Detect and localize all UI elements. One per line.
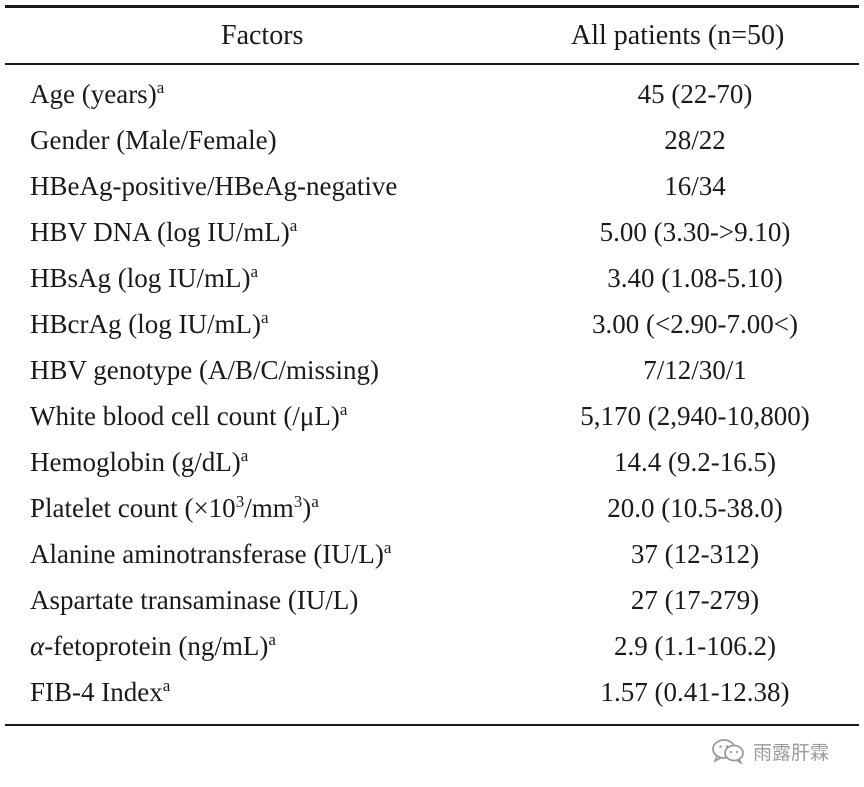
- value-cell: 5,170 (2,940-10,800): [580, 401, 810, 431]
- wechat-icon: [711, 738, 745, 764]
- value-cell: 7/12/30/1: [643, 355, 747, 385]
- value-cell: 3.40 (1.08-5.10): [607, 263, 783, 293]
- factor-cell: HBcrAg (log IU/mL)a: [30, 308, 269, 339]
- table-header-rule: [5, 63, 859, 65]
- header-factors: Factors: [221, 20, 304, 51]
- factor-cell: FIB-4 Indexa: [30, 676, 171, 707]
- value-cell: 20.0 (10.5-38.0): [607, 493, 783, 523]
- table-bottom-rule: [5, 724, 859, 726]
- table-row: Alanine aminotransferase (IU/L)a 37 (12-…: [0, 531, 864, 577]
- table-row: α-fetoprotein (ng/mL)a 2.9 (1.1-106.2): [0, 623, 864, 669]
- table-row: HBcrAg (log IU/mL)a 3.00 (<2.90-7.00<): [0, 301, 864, 347]
- factor-cell: Alanine aminotransferase (IU/L)a: [30, 538, 392, 569]
- value-cell: 5.00 (3.30->9.10): [599, 217, 791, 247]
- factor-cell: White blood cell count (/μL)a: [30, 400, 348, 431]
- factor-cell: Aspartate transaminase (IU/L): [30, 585, 359, 615]
- factor-cell: Platelet count (×103/mm3)a: [30, 492, 319, 523]
- factor-cell: HBeAg-positive/HBeAg-negative: [30, 171, 398, 201]
- table-row: Age (years)a 45 (22-70): [0, 71, 864, 117]
- watermark-text: 雨露肝霖: [753, 741, 830, 764]
- header-all-patients: All patients (n=50): [571, 20, 785, 51]
- value-cell: 3.00 (<2.90-7.00<): [592, 309, 798, 339]
- value-cell: 1.57 (0.41-12.38): [600, 677, 790, 707]
- table-row: HBeAg-positive/HBeAg-negative 16/34: [0, 163, 864, 209]
- value-cell: 16/34: [664, 171, 726, 201]
- value-cell: 45 (22-70): [637, 79, 753, 109]
- table-row: Platelet count (×103/mm3)a 20.0 (10.5-38…: [0, 485, 864, 531]
- table-row: FIB-4 Indexa 1.57 (0.41-12.38): [0, 669, 864, 715]
- table-row: HBsAg (log IU/mL)a 3.40 (1.08-5.10): [0, 255, 864, 301]
- factor-cell: HBsAg (log IU/mL)a: [30, 262, 259, 293]
- table-row: Aspartate transaminase (IU/L) 27 (17-279…: [0, 577, 864, 623]
- value-cell: 14.4 (9.2-16.5): [614, 447, 776, 477]
- table-row: HBV DNA (log IU/mL)a 5.00 (3.30->9.10): [0, 209, 864, 255]
- value-cell: 37 (12-312): [630, 539, 760, 569]
- table-row: White blood cell count (/μL)a 5,170 (2,9…: [0, 393, 864, 439]
- table-row: HBV genotype (A/B/C/missing) 7/12/30/1: [0, 347, 864, 393]
- factor-cell: HBV DNA (log IU/mL)a: [30, 216, 298, 247]
- table-row: Hemoglobin (g/dL)a 14.4 (9.2-16.5): [0, 439, 864, 485]
- value-cell: 27 (17-279): [630, 585, 760, 615]
- watermark: 雨露肝霖: [711, 733, 829, 769]
- factor-cell: α-fetoprotein (ng/mL)a: [30, 630, 276, 661]
- factor-cell: Gender (Male/Female): [30, 125, 277, 155]
- value-cell: 2.9 (1.1-106.2): [614, 631, 776, 661]
- table-top-rule: [5, 5, 859, 8]
- factor-cell: Hemoglobin (g/dL)a: [30, 446, 249, 477]
- factor-cell: Age (years)a: [30, 78, 165, 109]
- table-row: Gender (Male/Female) 28/22: [0, 117, 864, 163]
- value-cell: 28/22: [664, 125, 726, 155]
- factor-cell: HBV genotype (A/B/C/missing): [30, 355, 380, 385]
